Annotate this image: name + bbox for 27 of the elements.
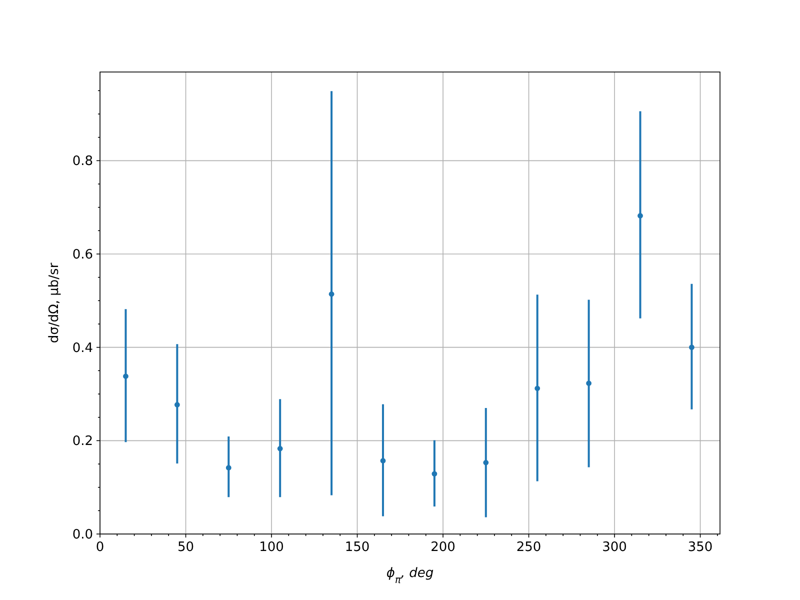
x-tick-label: 350 bbox=[688, 540, 713, 555]
point bbox=[432, 471, 438, 476]
point bbox=[380, 458, 386, 464]
x-tick-label: 0 bbox=[96, 540, 104, 555]
y-tick-label: 0.4 bbox=[72, 340, 93, 356]
point bbox=[277, 446, 283, 452]
x-tick-label: 150 bbox=[344, 540, 370, 555]
y-tick-label: 0.8 bbox=[72, 154, 93, 170]
x-tick-label: 50 bbox=[177, 540, 194, 555]
point bbox=[174, 402, 180, 408]
x-tick-label: 300 bbox=[602, 540, 627, 555]
x-tick-label: 100 bbox=[259, 540, 284, 555]
x-axis-title: ϕ$_{π}$, deg bbox=[386, 566, 434, 586]
x-tick-label: 250 bbox=[516, 540, 542, 555]
y-tick-label: 0.6 bbox=[72, 248, 93, 263]
y-tick-label: 0.0 bbox=[72, 528, 93, 543]
point bbox=[586, 380, 592, 386]
point bbox=[226, 465, 232, 470]
point bbox=[534, 386, 540, 392]
point bbox=[638, 213, 643, 218]
point bbox=[328, 291, 334, 297]
point bbox=[483, 460, 489, 466]
y-axis-title: dσ/dΩ, μb/sr bbox=[47, 262, 62, 344]
x-tick-label: 200 bbox=[430, 540, 456, 555]
point bbox=[123, 374, 128, 379]
y-tick-label: 0.2 bbox=[72, 434, 93, 450]
point bbox=[689, 344, 694, 350]
